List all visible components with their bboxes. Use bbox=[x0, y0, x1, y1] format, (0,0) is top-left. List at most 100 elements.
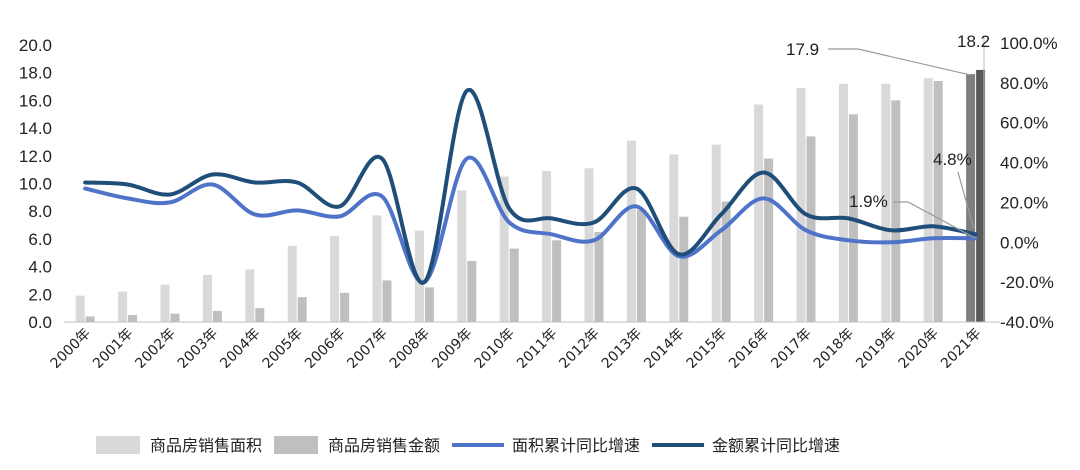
annotation-area-2021: 17.9 bbox=[786, 40, 819, 59]
bar-amount-14 bbox=[679, 216, 689, 322]
y-left-tick-7: 14.0 bbox=[19, 119, 52, 138]
y-right-tick-7: 100.0% bbox=[1000, 34, 1058, 53]
bar-area-16 bbox=[754, 104, 764, 323]
annotation-line-amount-growth-2021 bbox=[957, 171, 975, 229]
y-left-tick-4: 8.0 bbox=[28, 202, 52, 221]
y-left-tick-0: 0.0 bbox=[28, 313, 52, 332]
bar-amount-11 bbox=[552, 240, 562, 322]
y-left-tick-9: 18.0 bbox=[19, 64, 52, 83]
bar-area-13 bbox=[626, 140, 636, 322]
legend-label-1: 商品房销售金额 bbox=[328, 436, 440, 455]
x-tick-12: 2012年 bbox=[556, 326, 602, 372]
bar-amount-15 bbox=[721, 201, 731, 322]
bar-area-8 bbox=[414, 230, 424, 322]
y-right-tick-2: 0.0% bbox=[1000, 233, 1039, 252]
bar-amount-4 bbox=[255, 308, 265, 322]
y-left-tick-6: 12.0 bbox=[19, 147, 52, 166]
lines-layer bbox=[83, 88, 978, 285]
bar-area-21 bbox=[966, 74, 976, 323]
bar-area-10 bbox=[499, 176, 509, 322]
bar-amount-6 bbox=[340, 292, 350, 322]
bar-amount-17 bbox=[806, 136, 816, 322]
bar-amount-7 bbox=[382, 280, 392, 322]
bar-area-2 bbox=[160, 284, 170, 322]
bar-amount-16 bbox=[764, 158, 774, 322]
bar-amount-20 bbox=[933, 81, 943, 322]
bar-amount-13 bbox=[636, 209, 646, 322]
x-tick-6: 2006年 bbox=[302, 326, 348, 372]
bar-amount-8 bbox=[424, 287, 434, 322]
y-left-tick-2: 4.0 bbox=[28, 258, 52, 277]
x-tick-15: 2015年 bbox=[684, 326, 730, 372]
y-left-tick-5: 10.0 bbox=[19, 175, 52, 194]
bar-area-14 bbox=[669, 154, 679, 322]
bar-amount-0 bbox=[85, 316, 95, 322]
bar-amount-19 bbox=[891, 100, 901, 323]
bar-area-1 bbox=[118, 291, 128, 322]
y-right-tick-0: -40.0% bbox=[1000, 313, 1054, 332]
bar-area-18 bbox=[838, 83, 848, 322]
annotation-amount-2021: 18.2 bbox=[957, 32, 990, 51]
x-tick-0: 2000年 bbox=[48, 326, 94, 372]
bar-amount-21 bbox=[976, 69, 986, 323]
bar-area-5 bbox=[287, 245, 297, 322]
legend: 商品房销售面积 商品房销售金额 面积累计同比增速 金额累计同比增速 bbox=[96, 436, 840, 455]
bar-amount-1 bbox=[128, 315, 138, 322]
y-right-tick-5: 60.0% bbox=[1000, 114, 1048, 133]
annotation-amount-growth-2021: 4.8% bbox=[933, 150, 972, 169]
x-tick-8: 2008年 bbox=[387, 326, 433, 372]
bar-amount-9 bbox=[467, 261, 477, 322]
x-tick-13: 2013年 bbox=[599, 326, 645, 372]
y-left-tick-3: 6.0 bbox=[28, 230, 52, 249]
bar-amount-2 bbox=[170, 313, 180, 322]
annotations-layer: 17.9 18.2 1.9% 4.8% bbox=[786, 32, 990, 239]
annotation-line-area-2021 bbox=[828, 48, 971, 76]
x-tick-18: 2018年 bbox=[811, 326, 857, 372]
legend-swatch-0 bbox=[96, 436, 140, 454]
bar-area-0 bbox=[75, 295, 85, 322]
legend-label-3: 金额累计同比增速 bbox=[712, 436, 840, 455]
x-tick-5: 2005年 bbox=[260, 326, 306, 372]
x-tick-16: 2016年 bbox=[726, 326, 772, 372]
bar-area-17 bbox=[796, 87, 806, 322]
bar-area-6 bbox=[330, 236, 340, 322]
annotation-area-growth-2021: 1.9% bbox=[849, 192, 888, 211]
bar-amount-10 bbox=[509, 248, 519, 322]
y-right-tick-6: 80.0% bbox=[1000, 74, 1048, 93]
bar-area-7 bbox=[372, 215, 382, 322]
y-right-tick-4: 40.0% bbox=[1000, 154, 1048, 173]
x-tick-21: 2021年 bbox=[938, 326, 984, 372]
x-tick-3: 2003年 bbox=[175, 326, 221, 372]
y-left-tick-1: 2.0 bbox=[28, 285, 52, 304]
x-tick-9: 2009年 bbox=[429, 326, 475, 372]
bar-area-20 bbox=[923, 78, 933, 323]
legend-label-0: 商品房销售面积 bbox=[150, 436, 262, 455]
x-tick-20: 2020年 bbox=[896, 326, 942, 372]
y-right-tick-1: -20.0% bbox=[1000, 273, 1054, 292]
bar-area-9 bbox=[457, 190, 467, 322]
bar-area-19 bbox=[881, 83, 891, 322]
x-tick-17: 2017年 bbox=[768, 326, 814, 372]
x-tick-11: 2011年 bbox=[514, 326, 560, 372]
bar-amount-12 bbox=[594, 231, 604, 322]
bar-amount-3 bbox=[212, 310, 222, 322]
x-tick-19: 2019年 bbox=[853, 326, 899, 372]
x-tick-7: 2007年 bbox=[344, 326, 390, 372]
legend-label-2: 面积累计同比增速 bbox=[512, 436, 640, 455]
bar-area-3 bbox=[202, 274, 212, 322]
bar-amount-5 bbox=[297, 297, 307, 322]
x-tick-4: 2004年 bbox=[217, 326, 263, 372]
legend-swatch-1 bbox=[274, 436, 319, 454]
y-left-tick-10: 20.0 bbox=[19, 36, 52, 55]
bar-area-12 bbox=[584, 168, 594, 322]
x-tick-1: 2001年 bbox=[90, 326, 136, 372]
bar-area-11 bbox=[542, 171, 552, 322]
bar-area-4 bbox=[245, 269, 255, 322]
annotation-line-area-growth-2021 bbox=[894, 201, 976, 239]
y-left-tick-8: 16.0 bbox=[19, 91, 52, 110]
x-tick-10: 2010年 bbox=[472, 326, 518, 372]
y-right-tick-3: 20.0% bbox=[1000, 193, 1048, 212]
x-tick-2: 2002年 bbox=[132, 326, 178, 372]
